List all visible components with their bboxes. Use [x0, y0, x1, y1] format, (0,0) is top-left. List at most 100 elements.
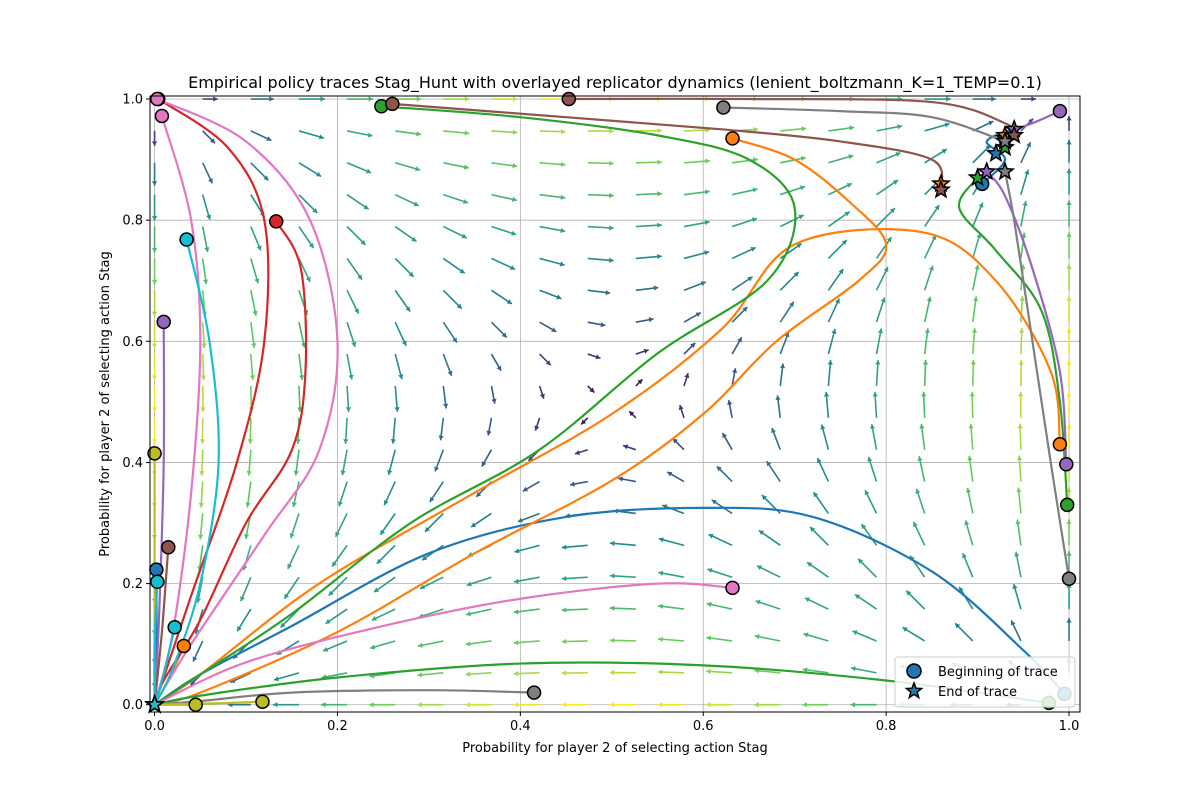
- trace-end-marker: [1004, 124, 1025, 144]
- field-arrowhead: [199, 471, 205, 476]
- field-arrowhead: [690, 342, 696, 348]
- field-arrowhead: [151, 181, 158, 186]
- field-arrowhead: [559, 261, 565, 267]
- field-arrowhead: [609, 573, 615, 579]
- legend-label-end: End of trace: [938, 685, 1017, 700]
- field-arrowhead: [941, 149, 947, 154]
- field-arrowhead: [846, 183, 852, 188]
- field-arrowhead: [761, 495, 767, 501]
- field-arrowhead: [946, 96, 951, 102]
- trace-line: [153, 581, 159, 705]
- field-arrowhead: [551, 327, 557, 332]
- field-arrowhead: [756, 565, 763, 571]
- field-arrowhead: [978, 202, 984, 208]
- field-arrowhead: [658, 570, 664, 576]
- field-arrowhead: [897, 124, 903, 130]
- field-arrowhead: [506, 299, 512, 304]
- field-arrowhead: [707, 568, 713, 574]
- field-arrowhead: [570, 481, 575, 487]
- field-arrowhead: [509, 265, 516, 270]
- x-axis-label: Probability for player 2 of selecting ac…: [462, 741, 768, 756]
- legend-box: [894, 656, 1076, 708]
- field-arrowhead: [959, 586, 964, 593]
- field-arrowhead: [892, 180, 899, 185]
- field-arrowhead: [841, 240, 847, 246]
- plot-frame: [149, 95, 1081, 713]
- field-arrowhead: [964, 520, 970, 526]
- field-arrowhead: [1015, 519, 1021, 525]
- field-arrowhead: [1066, 232, 1072, 237]
- field-arrowhead: [208, 178, 213, 184]
- field-arrowhead: [799, 185, 805, 191]
- field-arrowhead: [784, 332, 790, 338]
- field-arrowhead: [466, 581, 472, 587]
- field-arrowhead: [889, 208, 895, 214]
- field-arrowhead: [452, 337, 457, 343]
- field-arrowhead: [325, 618, 331, 624]
- field-arrowhead: [408, 271, 414, 277]
- field-arrowhead: [151, 407, 158, 412]
- field-arrowhead: [623, 444, 629, 450]
- field-arrowhead: [657, 253, 662, 260]
- trace-end-marker: [994, 130, 1016, 151]
- field-arrowhead: [754, 702, 759, 708]
- field-arrowhead: [273, 676, 280, 682]
- field-arrowhead: [206, 214, 212, 220]
- field-arrowhead: [895, 152, 901, 157]
- field-arrowhead: [1066, 519, 1072, 524]
- trace-line: [985, 170, 1068, 465]
- trace-start-marker: [716, 100, 731, 115]
- field-arrowhead: [1066, 618, 1072, 623]
- field-arrowhead: [1066, 296, 1072, 301]
- field-arrowhead: [370, 644, 376, 650]
- field-arrowhead: [561, 607, 567, 613]
- x-tick-label: 0.8: [876, 719, 897, 734]
- field-arrowhead: [360, 239, 366, 245]
- field-arrowhead: [312, 208, 318, 214]
- field-arrowhead: [643, 348, 649, 354]
- field-arrowhead: [517, 517, 523, 523]
- field-arrowhead: [758, 530, 765, 536]
- field-arrowhead: [1031, 96, 1036, 102]
- field-arrowhead: [466, 611, 472, 617]
- field-arrowhead: [151, 279, 158, 285]
- field-arrowhead: [807, 562, 813, 567]
- field-arrowhead: [747, 276, 753, 282]
- field-arrowhead: [318, 134, 324, 140]
- field-arrowhead: [496, 365, 502, 371]
- field-arrowhead: [823, 391, 830, 397]
- trace-end-marker: [930, 179, 952, 199]
- field-arrowhead: [447, 370, 453, 376]
- trace-start-marker: [156, 314, 171, 330]
- field-arrowhead: [293, 470, 299, 476]
- field-arrowhead: [514, 578, 519, 584]
- y-tick-label: 1.0: [122, 93, 143, 108]
- trace-start-marker: [176, 638, 192, 654]
- field-arrowhead: [708, 533, 714, 539]
- field-arrowhead: [263, 175, 269, 181]
- field-arrowhead: [390, 439, 396, 444]
- field-arrowhead: [252, 310, 258, 316]
- field-arrowhead: [365, 168, 372, 174]
- field-arrowhead: [367, 132, 373, 138]
- field-arrowhead: [926, 296, 932, 302]
- field-arrowhead: [340, 470, 346, 476]
- field-arrowhead: [417, 672, 423, 678]
- field-arrowhead: [755, 599, 761, 605]
- field-arrowhead: [198, 502, 204, 508]
- field-arrowhead: [1024, 169, 1030, 175]
- field-arrowhead: [491, 398, 497, 404]
- field-arrowhead: [297, 407, 303, 412]
- field-arrowhead: [858, 558, 864, 564]
- field-arrowhead: [1066, 115, 1072, 121]
- field-arrowhead: [861, 524, 867, 530]
- field-arrowhead: [800, 155, 806, 162]
- field-arrowhead: [376, 558, 382, 564]
- field-arrowhead: [416, 131, 421, 137]
- field-arrowhead: [789, 301, 794, 307]
- field-arrowhead: [854, 594, 861, 600]
- field-arrowhead: [1016, 487, 1022, 493]
- field-arrowhead: [637, 379, 643, 385]
- field-arrowhead: [256, 245, 262, 251]
